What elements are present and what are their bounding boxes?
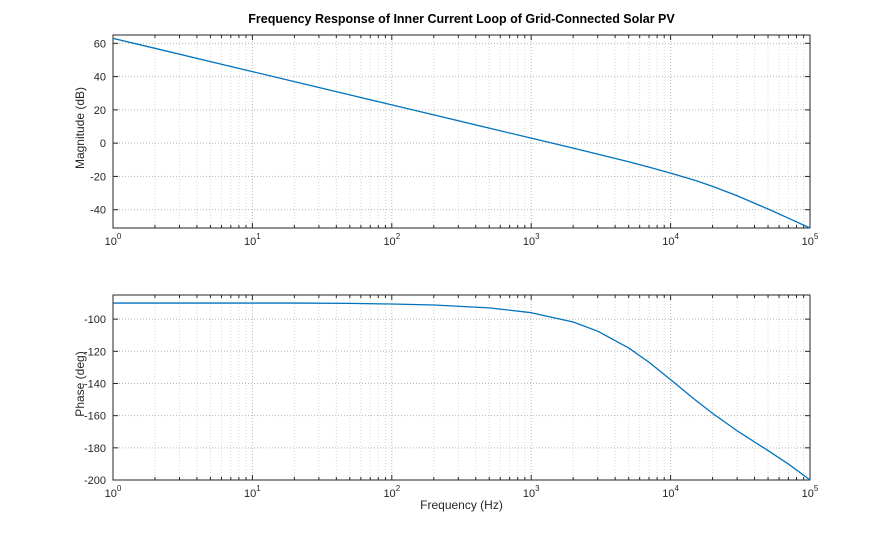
y-tick-label: -140 bbox=[84, 378, 106, 390]
y-tick-label: 20 bbox=[94, 105, 106, 117]
magnitude-plot: 100 101 102 103 104 105 -40 -20 0 20 40 60 bbox=[90, 34, 819, 248]
phase-plot: 100 101 102 103 104 105 -200 -180 -160 -140 -120 -1… bbox=[84, 294, 819, 500]
x-tick-label: 101 bbox=[244, 484, 261, 500]
x-tick-label: 105 bbox=[802, 484, 819, 500]
phase-plot-curve bbox=[113, 302, 811, 481]
y-tick-label: -120 bbox=[84, 346, 106, 358]
magnitude-plot-curve bbox=[112, 37, 811, 229]
x-tick-label: 100 bbox=[105, 484, 122, 500]
x-tick-label: 104 bbox=[662, 232, 679, 248]
y-tick-label: 40 bbox=[94, 72, 106, 84]
y-tick-label: 0 bbox=[100, 138, 106, 150]
y-tick-label: -20 bbox=[90, 171, 106, 183]
y-tick-label: 60 bbox=[94, 38, 106, 50]
y-tick-label: -100 bbox=[84, 314, 106, 326]
x-tick-label: 103 bbox=[523, 232, 540, 248]
figure-title: Frequency Response of Inner Current Loop… bbox=[248, 12, 675, 26]
x-tick-label: 104 bbox=[662, 484, 679, 500]
y-tick-label: -160 bbox=[84, 411, 106, 423]
x-axis-label: Frequency (Hz) bbox=[420, 498, 503, 512]
x-tick-label: 100 bbox=[105, 232, 122, 248]
x-tick-label: 105 bbox=[802, 232, 819, 248]
x-tick-label: 102 bbox=[383, 484, 400, 500]
y-tick-label: -200 bbox=[84, 475, 106, 487]
y-tick-label: -40 bbox=[90, 205, 106, 217]
x-tick-label: 103 bbox=[523, 484, 540, 500]
y-tick-label: -180 bbox=[84, 443, 106, 455]
x-tick-label: 102 bbox=[383, 232, 400, 248]
x-tick-label: 101 bbox=[244, 232, 261, 248]
